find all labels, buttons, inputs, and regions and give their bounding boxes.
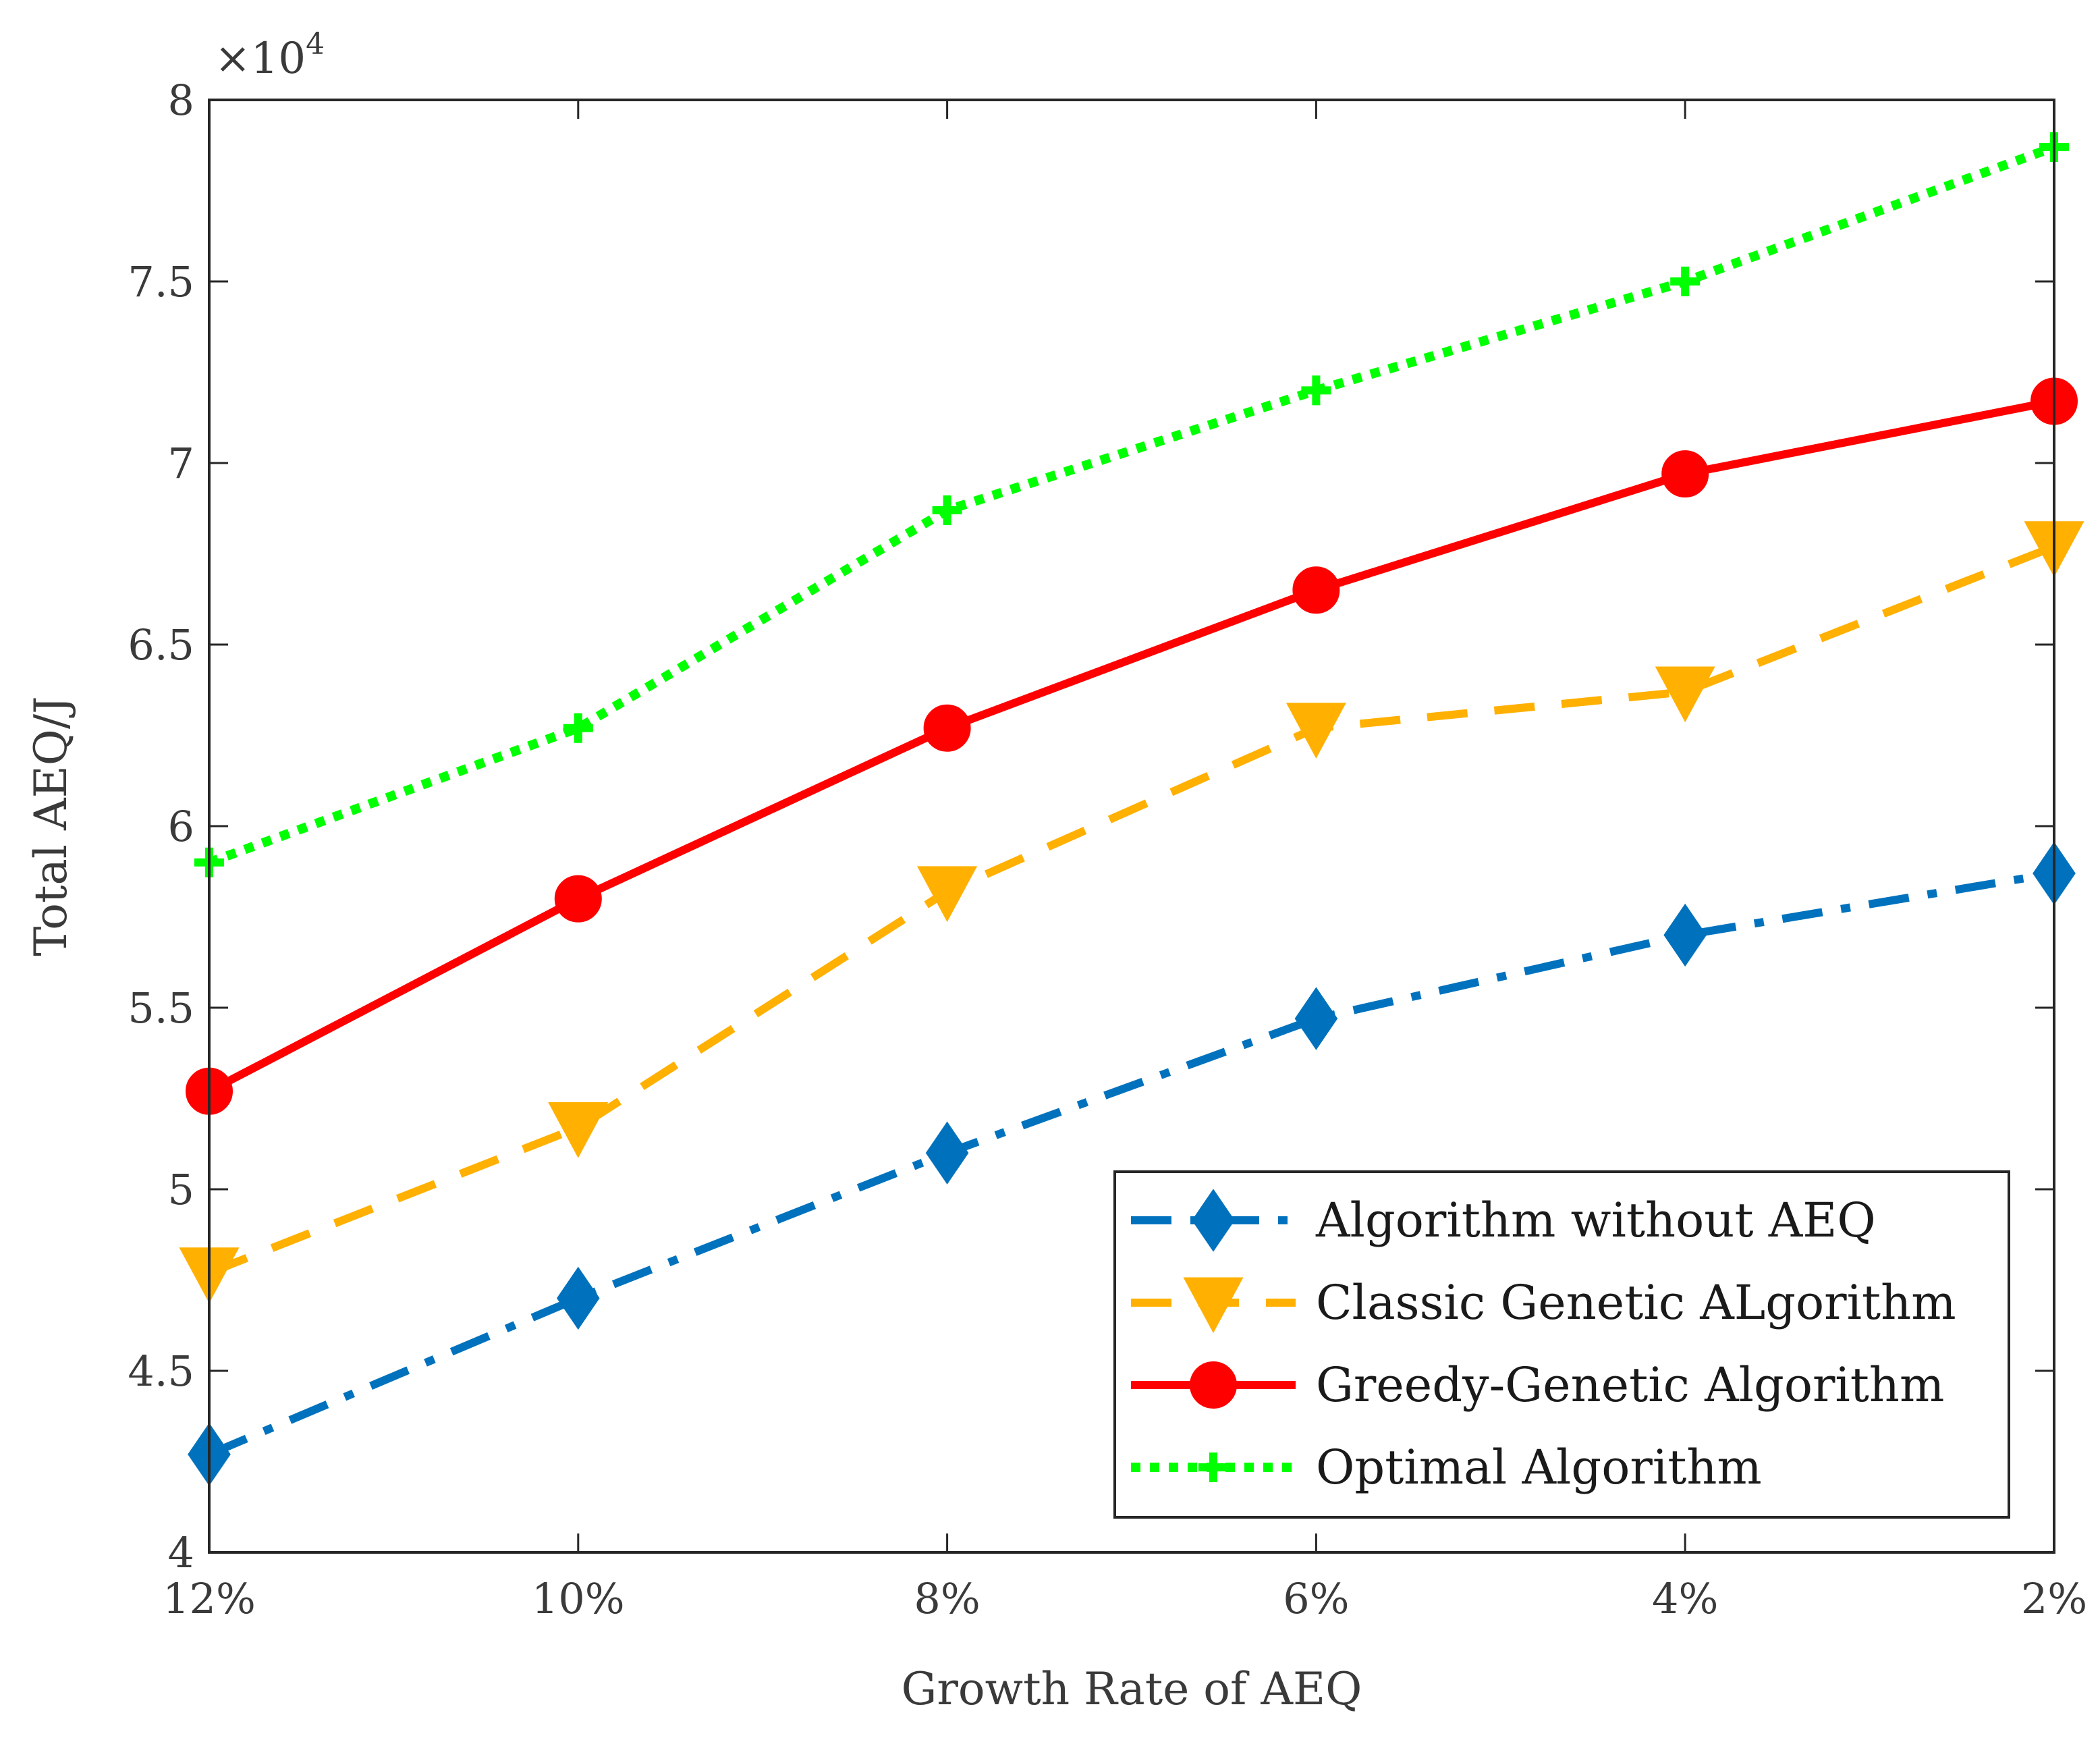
y-tick-label: 5 bbox=[168, 1165, 194, 1214]
y-tick-label: 6.5 bbox=[128, 620, 194, 670]
x-tick-label: 10% bbox=[532, 1574, 625, 1623]
ticks-layer: 4 4.5 5 5.5 6 6.5 7 7.5 8 12% 10% 8% 6% 4% 2% bbox=[128, 76, 2087, 1623]
circle-marker bbox=[554, 875, 602, 923]
legend-entry: Greedy-Genetic Algorithm bbox=[1131, 1357, 1944, 1413]
diamond-marker bbox=[556, 1266, 600, 1330]
triangle-down-marker bbox=[1183, 1277, 1244, 1334]
diamond-marker bbox=[1294, 987, 1338, 1050]
plus-marker bbox=[1670, 267, 1701, 296]
series-layer bbox=[179, 132, 2084, 1486]
x-tick-label: 8% bbox=[914, 1574, 980, 1623]
x-tick-label: 12% bbox=[163, 1574, 256, 1623]
legend-label: Greedy-Genetic Algorithm bbox=[1316, 1357, 1944, 1413]
series-3 bbox=[186, 377, 2078, 1115]
legend-label: Classic Genetic ALgorithm bbox=[1316, 1275, 1956, 1330]
diamond-marker bbox=[1192, 1189, 1235, 1252]
triangle-down-marker bbox=[917, 866, 978, 923]
y-tick-label: 7.5 bbox=[128, 257, 194, 306]
series-line bbox=[207, 397, 2055, 1095]
plus-marker bbox=[1301, 375, 1331, 406]
legend-entry: Optimal Algorithm bbox=[1131, 1440, 1762, 1495]
plus-marker bbox=[1198, 1452, 1228, 1482]
y-tick-label: 5.5 bbox=[128, 983, 194, 1033]
y-exponent-label: ×104 bbox=[215, 27, 325, 84]
circle-marker bbox=[1292, 566, 1340, 614]
series-line bbox=[207, 869, 2055, 1459]
triangle-down-marker bbox=[1286, 703, 1346, 759]
x-tick-label: 6% bbox=[1283, 1574, 1349, 1623]
circle-marker bbox=[1190, 1361, 1237, 1409]
y-tick-label: 4.5 bbox=[128, 1347, 194, 1396]
diamond-marker bbox=[1663, 903, 1707, 967]
series-1 bbox=[188, 842, 2076, 1486]
plus-marker bbox=[563, 713, 593, 743]
y-tick-label: 4 bbox=[168, 1528, 194, 1577]
legend-label: Optimal Algorithm bbox=[1316, 1440, 1762, 1495]
x-tick-label: 2% bbox=[2021, 1574, 2087, 1623]
legend-box bbox=[1113, 1170, 2010, 1519]
y-tick-label: 8 bbox=[168, 76, 194, 125]
diamond-marker bbox=[925, 1121, 969, 1185]
series-2 bbox=[179, 521, 2084, 1303]
series-line bbox=[207, 543, 2056, 1277]
legend-entry: Algorithm without AEQ bbox=[1131, 1189, 1876, 1252]
x-tick-label: 4% bbox=[1652, 1574, 1718, 1623]
y-tick-label: 7 bbox=[168, 439, 194, 488]
plus-marker bbox=[932, 495, 962, 525]
x-axis-title: Growth Rate of AEQ bbox=[902, 1663, 1362, 1715]
y-tick-label: 6 bbox=[168, 802, 194, 851]
legend-entry: Classic Genetic ALgorithm bbox=[1131, 1275, 1956, 1334]
series-line bbox=[207, 142, 2056, 867]
circle-marker bbox=[1661, 450, 1709, 498]
legend-label: Algorithm without AEQ bbox=[1315, 1193, 1876, 1248]
triangle-down-marker bbox=[1655, 666, 1715, 723]
y-axis-title: Total AEQ/J bbox=[25, 696, 77, 956]
circle-marker bbox=[923, 704, 971, 752]
legend: Algorithm without AEQ Classic Genetic ALg… bbox=[1113, 1170, 2010, 1519]
y-exponent-power: 4 bbox=[306, 27, 325, 61]
triangle-down-marker bbox=[548, 1102, 609, 1158]
